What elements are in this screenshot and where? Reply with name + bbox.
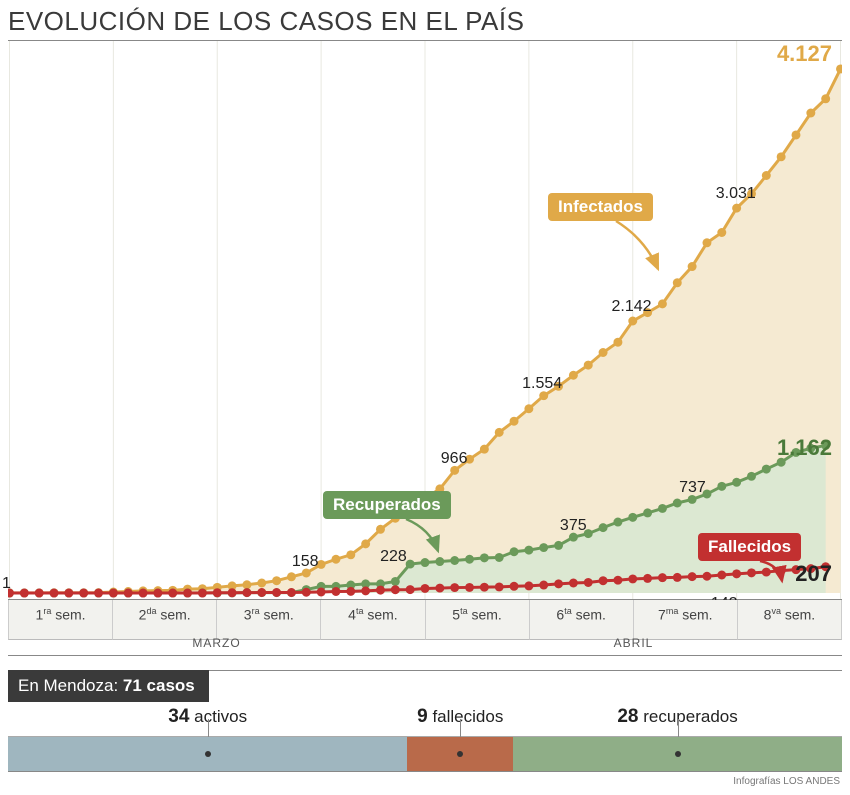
x-axis-months: MARZOABRIL <box>8 632 842 656</box>
infectados-value-label: 1.554 <box>522 375 562 393</box>
month-cell: MARZO <box>8 632 425 656</box>
bar-connector-line <box>208 719 209 737</box>
recuperados-value-label: 375 <box>560 517 587 535</box>
chart-title: EVOLUCIÓN DE LOS CASOS EN EL PAÍS <box>8 6 524 37</box>
infectados-series-label: Infectados <box>548 193 653 221</box>
recuperados-series-label: Recuperados <box>323 491 451 519</box>
bar-connector-line <box>678 719 679 737</box>
recuperados-final-value: 1.162 <box>777 435 832 461</box>
fallecidos-final-value: 207 <box>795 561 832 587</box>
recuperados-value-label: 737 <box>679 479 706 497</box>
bar-segment-activos <box>8 737 407 771</box>
bar-dot-icon <box>205 751 211 757</box>
month-cell: ABRIL <box>425 632 842 656</box>
mendoza-header-value: 71 casos <box>123 676 195 695</box>
infectados-value-label: 966 <box>441 450 468 468</box>
mendoza-stacked-bar <box>8 736 842 772</box>
fallecidos-series-label: Fallecidos <box>698 533 801 561</box>
mendoza-header-prefix: En Mendoza: <box>18 676 123 695</box>
chart-area: Infectados 11589661.5542.1423.0314.127Re… <box>8 40 842 600</box>
bar-segment-fallecidos <box>407 737 513 771</box>
credit-text: Infografías LOS ANDES <box>733 776 840 787</box>
bar-dot-icon <box>675 751 681 757</box>
infectados-value-label: 158 <box>292 553 319 571</box>
bar-connector-line <box>460 719 461 737</box>
mendoza-header: En Mendoza: 71 casos <box>8 670 209 702</box>
infectados-value-label: 1 <box>2 575 11 593</box>
infectados-final-value: 4.127 <box>777 41 832 67</box>
bar-segment-recuperados <box>513 737 842 771</box>
infectados-value-label: 3.031 <box>716 185 756 203</box>
infectados-value-label: 2.142 <box>612 298 652 316</box>
bar-dot-icon <box>457 751 463 757</box>
mendoza-stats-labels: 34 activos9 fallecidos28 recuperados <box>8 706 842 732</box>
recuperados-value-label: 228 <box>380 548 407 566</box>
infographic-container: EVOLUCIÓN DE LOS CASOS EN EL PAÍS Infect… <box>0 0 850 795</box>
